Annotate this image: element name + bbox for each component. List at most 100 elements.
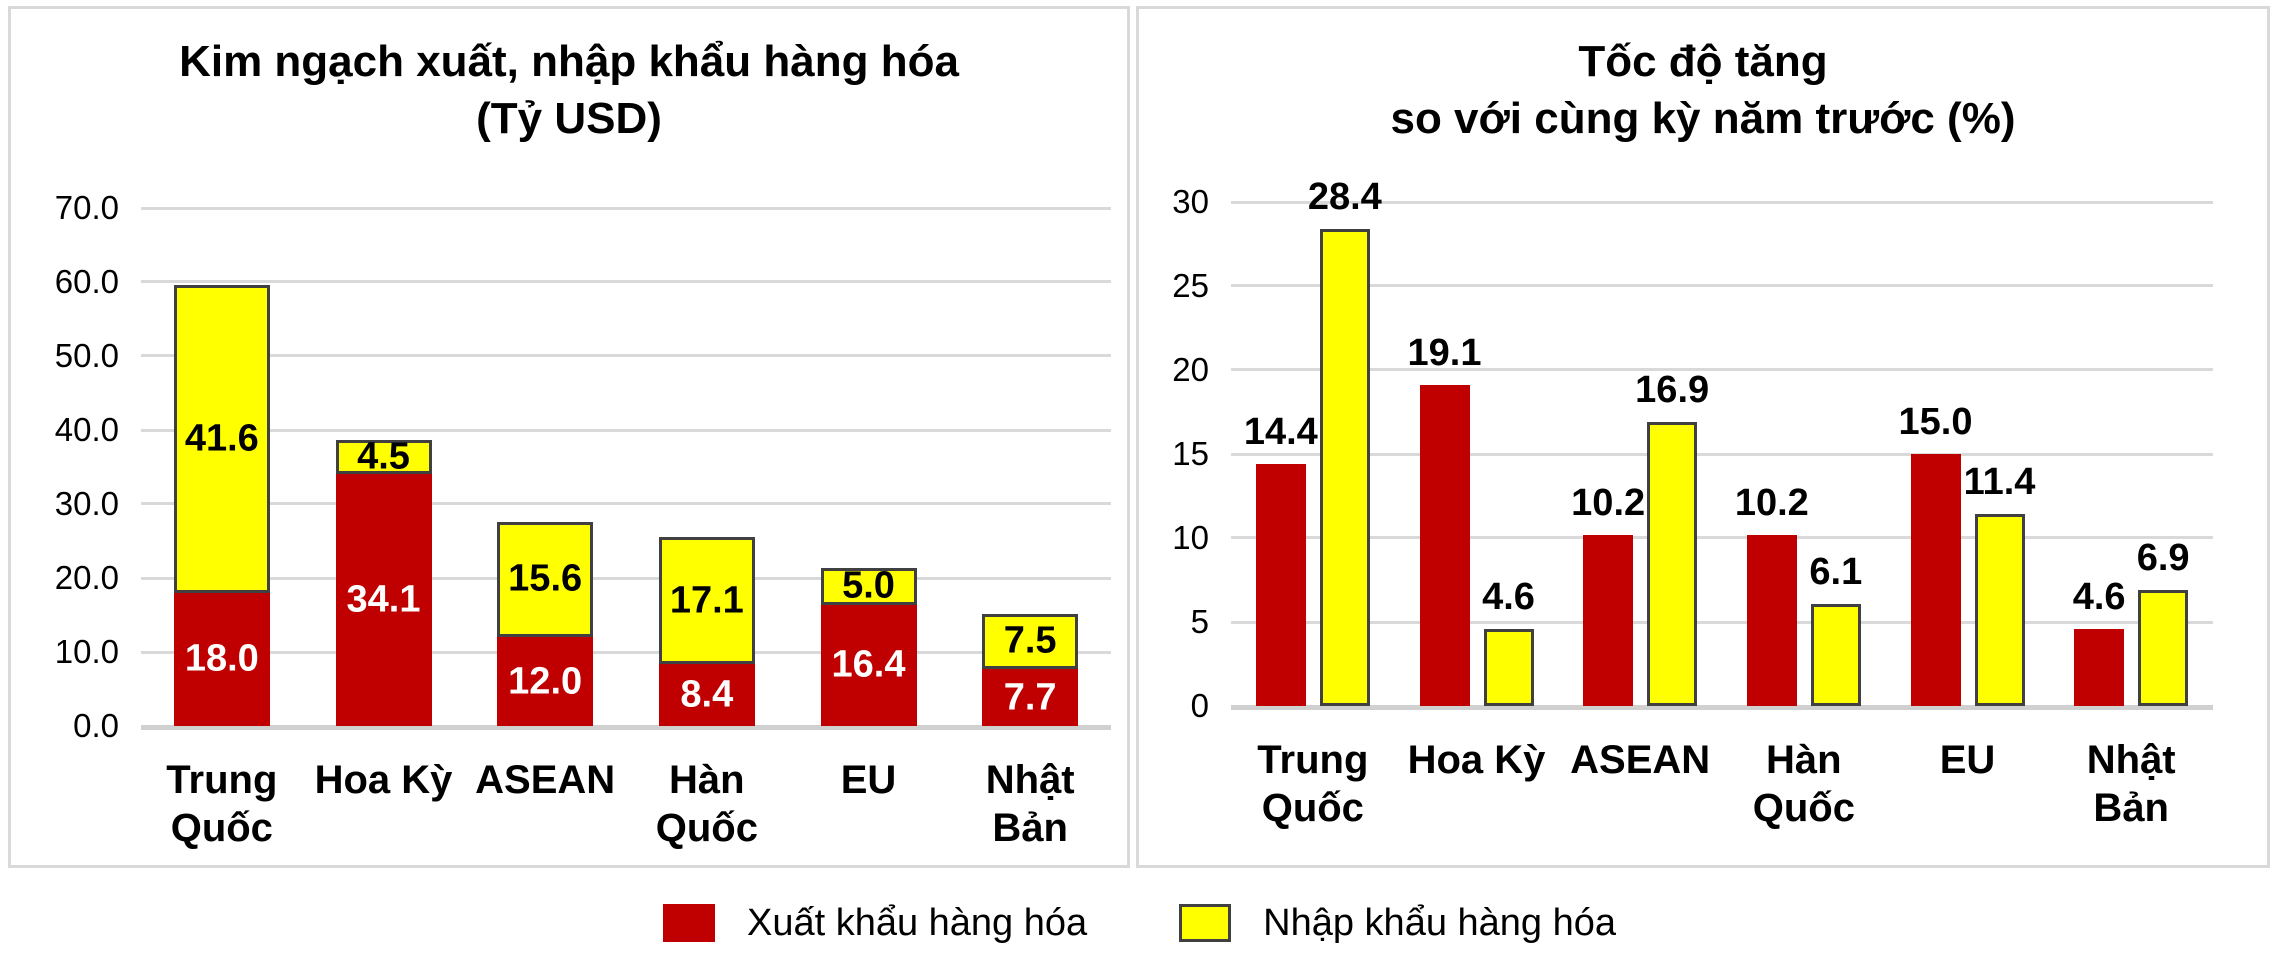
gridline xyxy=(141,650,1111,654)
value-label-import: 6.9 xyxy=(2136,537,2190,580)
value-label-export: 8.4 xyxy=(680,673,734,716)
bar-import xyxy=(1974,514,2025,706)
x-axis-label-line: EU xyxy=(1939,738,1996,782)
x-axis-line xyxy=(1231,704,2213,710)
value-label-import: 41.6 xyxy=(184,417,259,460)
value-label-export: 10.2 xyxy=(1571,481,1646,524)
legend-item-export: Xuất khẩu hàng hóa xyxy=(662,898,1088,948)
bar-export xyxy=(1910,454,1961,706)
bar-export xyxy=(1419,385,1470,706)
y-axis-label: 20.0 xyxy=(54,559,119,596)
x-axis-label: ASEAN xyxy=(475,756,615,804)
x-axis-label-line: Nhật xyxy=(985,758,1075,802)
x-axis-label: Trung Quốc xyxy=(1257,736,1368,832)
value-label-export: 15.0 xyxy=(1898,401,1973,443)
y-axis-label: 10 xyxy=(1172,519,1209,556)
chart-title-left-line1: Kim ngạch xuất, nhập khẩu hàng hóa xyxy=(179,37,959,86)
x-axis-label-line: Quốc xyxy=(1752,786,1855,830)
y-axis-label: 70.0 xyxy=(54,189,119,226)
chart-panel-growth-rate: Tốc độ tăng so với cùng kỳ năm trước (%)… xyxy=(1136,6,2270,868)
value-label-export: 4.6 xyxy=(2072,575,2126,618)
x-axis-label-line: Hàn xyxy=(1766,738,1842,782)
x-axis-label-line: Hoa Kỳ xyxy=(1407,738,1546,782)
x-axis-line xyxy=(141,724,1111,730)
x-axis-label: EU xyxy=(1940,736,1996,784)
bar-import xyxy=(2138,590,2189,706)
value-label-import: 16.9 xyxy=(1635,369,1710,412)
y-axis-label: 10.0 xyxy=(54,633,119,670)
bar-export-segment xyxy=(982,669,1079,726)
x-axis-label-line: Quốc xyxy=(170,806,273,850)
bar-import-segment xyxy=(820,567,917,605)
plot-area-left: 0.0 10.0 20.0 30.0 40.0 50.0 60.0 70.0 Trung Quốc… xyxy=(55,189,1111,850)
bar-export-segment xyxy=(335,473,432,726)
y-axis-label: 25 xyxy=(1172,267,1209,304)
y-axis-label: 15 xyxy=(1172,435,1209,472)
y-axis-label: 0 xyxy=(1190,687,1209,724)
value-label-import: 4.6 xyxy=(1482,575,1535,618)
value-label-export: 12.0 xyxy=(508,660,583,703)
x-axis-label: Hàn Quốc xyxy=(656,756,758,852)
gridline xyxy=(141,428,1111,432)
value-label-export: 10.2 xyxy=(1734,481,1809,524)
x-axis-label: Nhật Bản xyxy=(2087,736,2176,832)
legend: Xuất khẩu hàng hóa Nhập khẩu hàng hóa xyxy=(0,898,2279,948)
y-axis-label: 30 xyxy=(1172,183,1209,220)
x-axis-label-line: Trung xyxy=(166,758,278,802)
x-axis-label-line: EU xyxy=(840,758,897,802)
plot-area-right: 0 5 10 15 20 25 30 Trung Quốc 14.4 28.4 Hoa Kỳ 19.1 4… xyxy=(1172,176,2213,830)
bar-import xyxy=(1483,628,1534,706)
y-axis-label: 50.0 xyxy=(54,337,119,374)
chart-title-right: Tốc độ tăng so với cùng kỳ năm trước (%) xyxy=(1139,33,2267,147)
bar-export xyxy=(1255,464,1306,706)
x-axis-label: Hoa Kỳ xyxy=(315,756,453,804)
legend-item-import: Nhập khẩu hàng hóa xyxy=(1179,898,1616,948)
value-label-import: 5.0 xyxy=(842,564,895,607)
bar-import-segment xyxy=(173,284,270,593)
bar-export xyxy=(1583,534,1634,706)
value-label-import: 28.4 xyxy=(1307,175,1382,218)
x-axis-label-line: Bản xyxy=(2093,786,2169,830)
chart-title-right-line1: Tốc độ tăng xyxy=(1578,37,1828,86)
value-label-export: 18.0 xyxy=(184,637,259,680)
y-axis-label: 0.0 xyxy=(73,707,119,744)
value-label-import: 15.6 xyxy=(508,557,583,600)
gridline xyxy=(1231,200,2213,204)
chart-title-right-line2: so với cùng kỳ năm trước (%) xyxy=(1390,94,2016,143)
x-axis-label-line: Nhật xyxy=(2086,738,2176,782)
x-axis-label: EU xyxy=(841,756,897,804)
y-axis-label: 40.0 xyxy=(54,411,119,448)
value-label-export: 7.7 xyxy=(1003,676,1057,719)
x-axis-label: ASEAN xyxy=(1570,736,1710,784)
import-color-swatch xyxy=(1179,904,1232,942)
chart-panel-exports-imports-value: Kim ngạch xuất, nhập khẩu hàng hóa (Tỷ U… xyxy=(8,6,1130,868)
value-label-import: 11.4 xyxy=(1963,461,2036,504)
gridline xyxy=(141,280,1111,284)
y-axis-label: 30.0 xyxy=(54,485,119,522)
y-axis-label: 60.0 xyxy=(54,263,119,300)
bar-import-segment xyxy=(982,613,1079,670)
value-label-import: 6.1 xyxy=(1809,550,1863,593)
bar-import xyxy=(1810,603,1861,706)
x-axis-label-line: Hàn xyxy=(669,758,745,802)
chart-title-left: Kim ngạch xuất, nhập khẩu hàng hóa (Tỷ U… xyxy=(11,33,1127,147)
bar-import xyxy=(1647,422,1698,706)
bar-import xyxy=(1319,228,1370,706)
bar-import-segment xyxy=(658,537,755,664)
gridline xyxy=(141,576,1111,580)
legend-label-import: Nhập khẩu hàng hóa xyxy=(1263,901,1617,944)
x-axis-label: Nhật Bản xyxy=(986,756,1075,852)
gridline xyxy=(141,206,1111,210)
chart-title-left-line2: (Tỷ USD) xyxy=(476,94,662,143)
value-label-import: 7.5 xyxy=(1003,619,1057,662)
value-label-export: 16.4 xyxy=(831,643,906,686)
legend-label-export: Xuất khẩu hàng hóa xyxy=(746,901,1088,944)
x-axis-label-line: Quốc xyxy=(1261,786,1364,830)
value-label-import: 17.1 xyxy=(669,579,744,622)
value-label-export: 19.1 xyxy=(1407,332,1482,375)
bar-import-segment xyxy=(497,521,594,638)
bar-export xyxy=(2074,628,2125,706)
gridline xyxy=(1231,368,2213,372)
x-axis-label-line: ASEAN xyxy=(475,758,616,802)
